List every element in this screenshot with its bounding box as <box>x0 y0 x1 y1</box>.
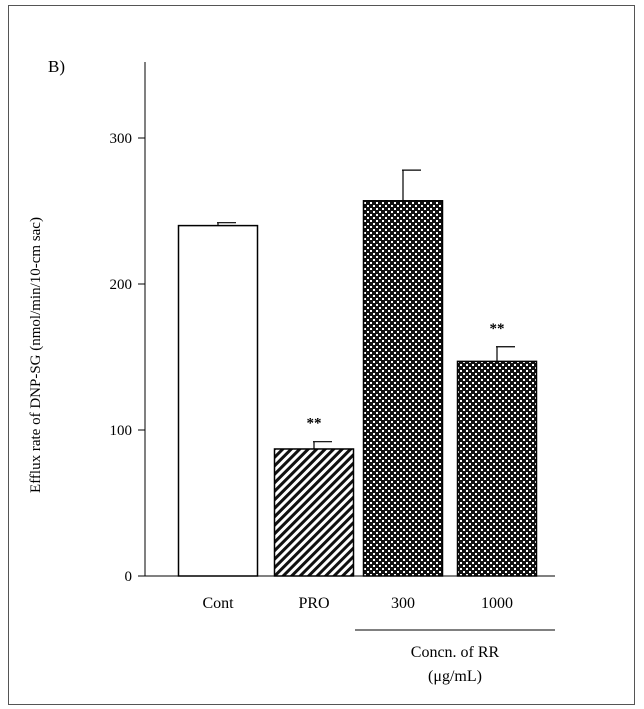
group-label-line1: Concn. of RR <box>411 644 500 661</box>
y-axis-label: Efflux rate of DNP-SG (nmol/min/10-cm sa… <box>28 217 44 493</box>
bar-300 <box>362 200 444 577</box>
x-tick-label-300: 300 <box>391 595 415 612</box>
y-tick-label-100: 100 <box>110 423 133 439</box>
x-axis-tick-labels: Cont PRO 300 1000 <box>202 595 513 612</box>
y-tick-label-0: 0 <box>125 569 133 585</box>
x-tick-label-Cont: Cont <box>202 595 234 612</box>
x-tick-label-1000: 1000 <box>481 595 513 612</box>
group-label-line2: (μg/mL) <box>428 668 482 685</box>
significance-marker-PRO: ** <box>307 416 322 432</box>
bar-Cont <box>177 224 259 577</box>
bar-PRO <box>273 448 355 577</box>
y-tick-label-300: 300 <box>110 131 133 147</box>
significance-marker-1000: ** <box>490 321 505 337</box>
x-tick-label-PRO: PRO <box>298 595 329 612</box>
figure-frame <box>8 5 635 705</box>
y-axis-ticks: 0 100 200 300 <box>110 131 145 585</box>
bars-group: ** ** <box>177 169 538 577</box>
panel-label: B) <box>48 57 65 76</box>
bar-1000 <box>456 360 538 577</box>
y-tick-label-200: 200 <box>110 277 133 293</box>
